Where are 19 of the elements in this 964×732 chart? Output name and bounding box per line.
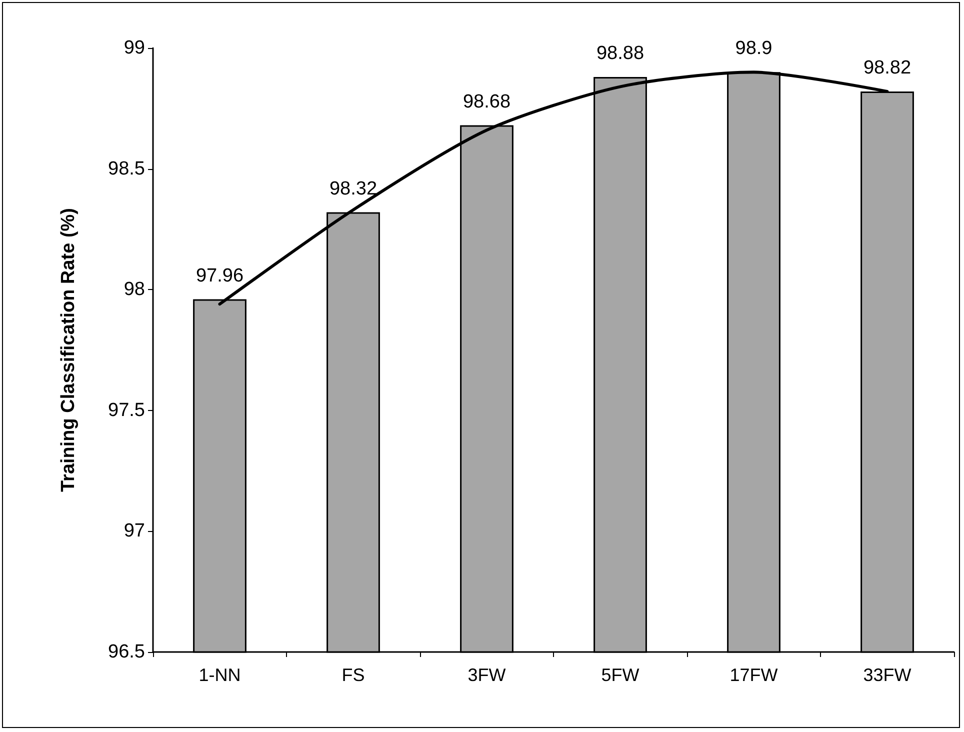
y-tick-label: 96.5 xyxy=(108,642,145,662)
data-label: 97.96 xyxy=(196,265,244,286)
x-tick-label: 17FW xyxy=(730,665,778,685)
x-tick-label: FS xyxy=(342,665,365,685)
x-tick-label: 3FW xyxy=(468,665,506,685)
y-tick-label: 97 xyxy=(124,520,145,542)
y-tick-label: 98 xyxy=(124,279,145,300)
y-tick-label: 98.5 xyxy=(108,158,145,180)
y-axis-title: Training Classification Rate (%) xyxy=(58,208,79,492)
x-tick-label: 33FW xyxy=(863,665,912,685)
x-tick-label: 1-NN xyxy=(198,665,241,685)
data-label: 98.9 xyxy=(735,38,772,60)
y-tick-label: 97.5 xyxy=(108,400,145,421)
data-label: 98.32 xyxy=(329,178,378,200)
data-label: 98.88 xyxy=(596,42,644,64)
y-tick-label: 99 xyxy=(124,38,145,58)
data-label: 98.82 xyxy=(863,57,912,78)
x-tick-label: 5FW xyxy=(601,665,640,685)
data-label: 98.68 xyxy=(462,91,511,112)
